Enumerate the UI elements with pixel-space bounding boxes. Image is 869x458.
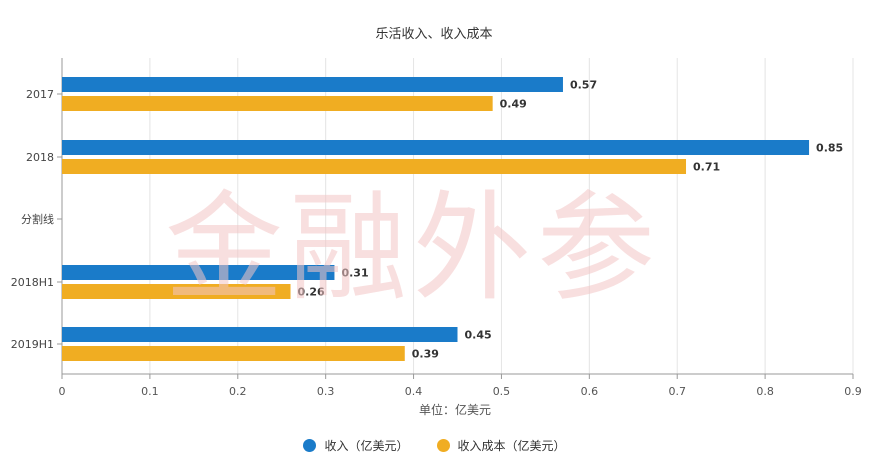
x-axis-labels: 0 0.1 0.2 0.3 0.4 0.5 0.6 0.7 0.8 0.9	[59, 385, 862, 398]
x-tick-label: 0.2	[229, 385, 247, 398]
x-tick-label: 0.9	[844, 385, 862, 398]
bar-series: 0.57 0.85 0.31 0.45 0.49 0.71 0.26 0.39	[62, 77, 843, 361]
x-tick-label: 0.4	[405, 385, 423, 398]
legend-item-cost[interactable]: 收入成本（亿美元）	[436, 437, 566, 454]
revenue-bar	[62, 140, 810, 155]
cost-bar	[62, 96, 493, 111]
legend-cost-label: 收入成本（亿美元）	[457, 439, 566, 453]
x-tick-label: 0.8	[756, 385, 774, 398]
cost-data-label: 0.49	[500, 98, 527, 111]
revenue-data-label: 0.85	[816, 142, 843, 155]
category-label: 2018	[26, 151, 54, 164]
revenue-bar	[62, 327, 458, 342]
category-label: 分割线	[21, 212, 54, 226]
revenue-data-label: 0.45	[465, 329, 492, 342]
revenue-bar	[62, 77, 563, 92]
x-axis-title: 单位：亿美元	[419, 402, 491, 417]
category-label: 2019H1	[11, 338, 54, 351]
cost-bar	[62, 284, 291, 299]
category-label: 2018H1	[11, 276, 54, 289]
x-tick-label: 0	[59, 385, 66, 398]
cost-bar	[62, 159, 687, 174]
cost-data-label: 0.39	[412, 348, 439, 361]
x-tick-label: 0.3	[317, 385, 335, 398]
legend-revenue-marker-icon	[303, 439, 317, 452]
revenue-data-label: 0.57	[570, 79, 597, 92]
cost-bar	[62, 346, 405, 361]
cost-data-label: 0.71	[693, 161, 720, 174]
legend-cost-marker-icon	[436, 439, 450, 452]
category-label: 2017	[26, 88, 54, 101]
legend-item-revenue[interactable]: 收入（亿美元）	[303, 437, 409, 454]
legend-revenue-label: 收入（亿美元）	[324, 439, 409, 453]
x-tick-label: 0.1	[141, 385, 159, 398]
revenue-data-label: 0.31	[341, 267, 368, 280]
chart-title: 乐活收入、收入成本	[375, 27, 492, 42]
y-axis-labels: 2017 2018 分割线 2018H1 2019H1	[11, 88, 54, 351]
revenue-bar	[62, 265, 335, 280]
cost-data-label: 0.26	[298, 286, 325, 299]
x-tick-label: 0.6	[581, 385, 599, 398]
x-tick-label: 0.5	[493, 385, 511, 398]
x-tick-label: 0.7	[668, 385, 686, 398]
legend: 收入（亿美元） 收入成本（亿美元）	[0, 437, 869, 454]
